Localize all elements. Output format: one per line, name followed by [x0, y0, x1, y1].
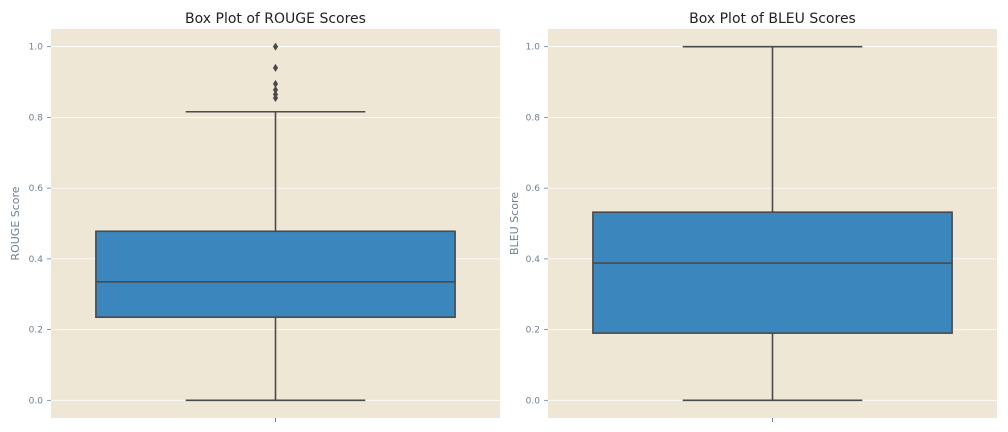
- rouge-y-tick-label: 0.6: [29, 184, 44, 194]
- bleu-chart-title: Box Plot of BLEU Scores: [689, 11, 856, 27]
- bleu-y-tick-label: 0.8: [526, 113, 541, 123]
- rouge-y-tick-label: 1.0: [29, 43, 44, 53]
- bleu-iqr-box: [592, 211, 953, 334]
- bleu-y-tick-label: 0.4: [526, 255, 541, 265]
- rouge-outlier-point: [272, 79, 279, 88]
- bleu-y-tick-label: 0.6: [526, 184, 541, 194]
- rouge-outlier-point: [272, 42, 279, 51]
- rouge-outlier-point: [272, 90, 279, 99]
- rouge-box-elements: [95, 42, 456, 402]
- rouge-chart-title: Box Plot of ROUGE Scores: [185, 11, 366, 27]
- rouge-outlier-point: [272, 85, 279, 94]
- bleu-box-elements: [592, 45, 953, 402]
- rouge-y-tick-label: 0.0: [29, 396, 44, 406]
- rouge-y-tick-label: 0.2: [29, 326, 43, 336]
- rouge-iqr-box: [95, 230, 456, 319]
- bleu-boxplot-panel: 0.0 0.2 0.4 0.6 0.8 1.0 Box Plot of BLEU Scor…: [508, 11, 997, 422]
- bleu-y-tick-labels: 0.0 0.2 0.4 0.6 0.8 1.0: [526, 43, 548, 406]
- bleu-y-tick-label: 1.0: [526, 43, 541, 53]
- rouge-outlier-point: [272, 63, 279, 72]
- bleu-y-tick-label: 0.2: [526, 326, 540, 336]
- rouge-y-tick-labels: 0.0 0.2 0.4 0.6 0.8 1.0: [29, 43, 51, 406]
- rouge-y-tick-label: 0.4: [29, 255, 44, 265]
- rouge-boxplot-panel: 0.0 0.2 0.4 0.6 0.8 1.0 Box Plot of ROUGE Sco…: [9, 11, 500, 422]
- bleu-y-axis-label: BLEU Score: [508, 192, 521, 255]
- bleu-y-tick-label: 0.0: [526, 396, 541, 406]
- rouge-y-tick-label: 0.8: [29, 113, 44, 123]
- rouge-y-axis-label: ROUGE Score: [9, 186, 22, 260]
